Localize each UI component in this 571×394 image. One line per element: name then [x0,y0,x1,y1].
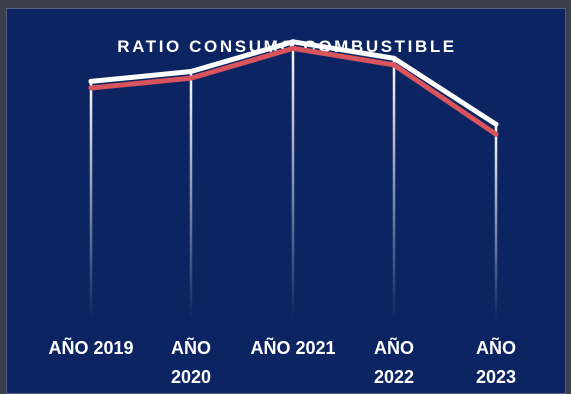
x-tick-label-line: AÑO [476,338,516,358]
chart-panel: RATIO CONSUMO COMBUSTIBLE AÑO 2019 AÑO 202… [6,8,566,394]
x-tick-label-3: AÑO 2022 [339,334,449,392]
x-tick-label-2: AÑO 2021 [238,334,348,363]
drop-line-3 [392,58,396,320]
x-tick-label-line: AÑO 2021 [250,338,336,358]
series-0-point-0 [88,78,94,84]
x-tick-label-line: AÑO [374,338,414,358]
x-tick-label-line: 2020 [170,367,212,387]
x-tick-label-1: AÑO 2020 [136,334,246,392]
x-tick-label-line: AÑO 2019 [48,338,134,358]
series-1-point-4 [493,131,499,137]
series-0-point-2 [290,39,296,45]
x-tick-label-line: 2022 [373,367,415,387]
series-1-point-2 [290,45,296,51]
series-1-point-0 [88,85,94,91]
series-0-point-1 [188,69,194,74]
drop-line-1 [189,71,193,319]
drop-line-0 [89,81,93,320]
series-0-point-4 [493,121,499,127]
drop-line-2 [291,41,295,320]
series-1-point-1 [188,75,194,81]
line-chart [88,39,499,320]
x-tick-label-line: AÑO [171,338,211,358]
x-tick-label-line: 2023 [475,367,517,387]
series-0-point-3 [391,55,397,61]
series-1-point-3 [391,62,397,68]
x-tick-label-4: AÑO 2023 [441,334,551,392]
drop-line-4 [494,124,498,319]
x-tick-label-0: AÑO 2019 [36,334,146,363]
